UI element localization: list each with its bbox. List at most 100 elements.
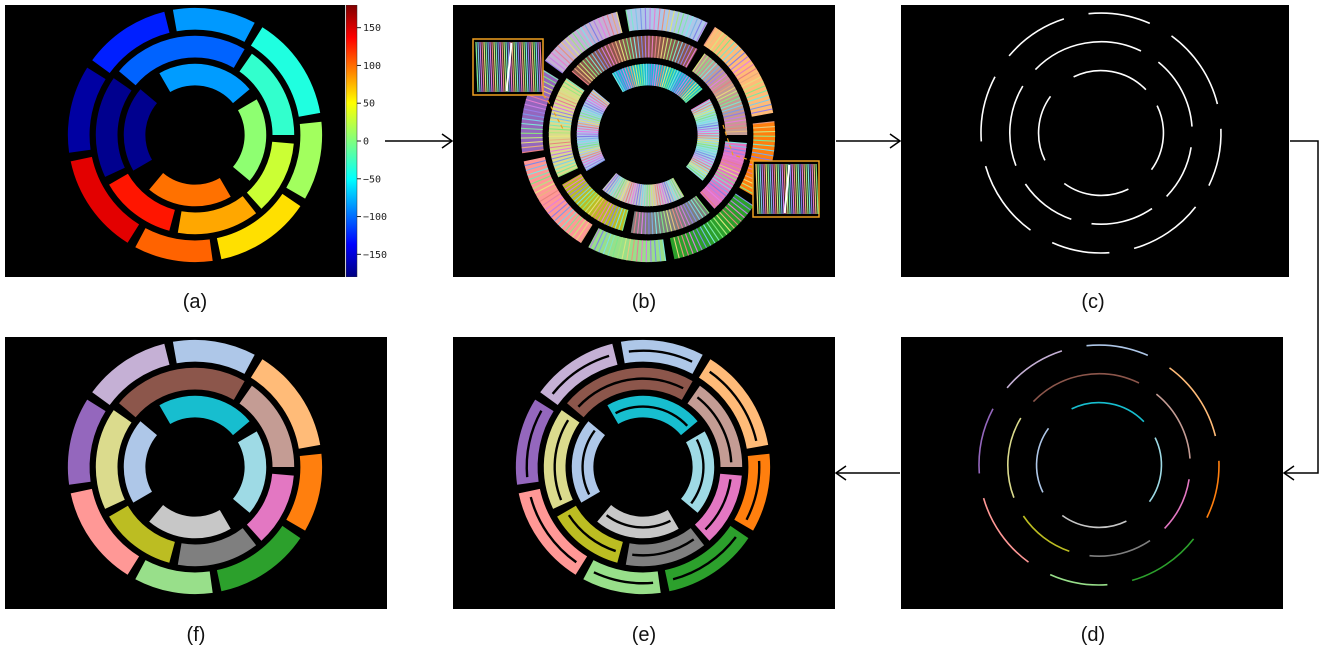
vector-stripe: [752, 121, 775, 125]
ring-segment: [620, 339, 703, 374]
vector-stripe: [640, 184, 645, 207]
vector-stripe: [692, 53, 706, 72]
vector-stripe: [568, 217, 583, 235]
ring-segment: [583, 560, 661, 595]
vector-stripe: [710, 179, 729, 194]
vector-stripe: [691, 157, 712, 169]
vector-stripe: [578, 119, 600, 126]
vector-stripe: [634, 64, 640, 87]
vector-stripe: [696, 228, 707, 249]
vector-stripe: [607, 175, 621, 195]
vector-stripe: [626, 66, 635, 88]
vector-stripe: [577, 141, 599, 146]
vector-stripe: [607, 43, 618, 65]
vector-stripe: [694, 111, 716, 120]
vector-stripe: [571, 184, 589, 199]
vector-stripe: [706, 184, 725, 200]
colorbar: 150 100 50 0 −50 −100 −150: [345, 5, 405, 277]
ring-segment: [694, 473, 742, 541]
vector-stripe: [643, 184, 646, 207]
vector-stripe: [520, 137, 543, 139]
vector-stripe: [602, 233, 612, 255]
panel-d-labelled-edges: [901, 337, 1283, 609]
edge-curve: [1133, 206, 1197, 250]
vector-stripe: [654, 36, 658, 58]
ring-segment: [216, 193, 301, 260]
vector-stripe: [724, 206, 742, 222]
vector-stripe: [583, 104, 604, 115]
vector-stripe: [718, 93, 739, 104]
vector-stripe: [539, 189, 559, 203]
colorbar-tick-label: 150: [363, 23, 381, 34]
vector-stripe: [668, 209, 676, 231]
vector-stripe: [683, 85, 701, 102]
vector-stripe: [563, 81, 583, 95]
vector-stripe: [591, 90, 610, 105]
vector-stripe: [690, 158, 711, 171]
vector-stripe: [521, 122, 544, 126]
vector-stripe: [632, 65, 638, 87]
vector-stripe: [569, 181, 587, 196]
vector-stripe: [554, 161, 576, 171]
ring-segment: [625, 528, 705, 567]
vector-stripe: [564, 176, 584, 190]
ring-segment: [177, 528, 257, 567]
vector-stripe: [583, 155, 604, 167]
ring-segment: [177, 196, 257, 235]
vector-stripe: [552, 156, 574, 164]
vector-stripe: [725, 126, 747, 130]
vector-stripe: [714, 83, 734, 96]
vector-stripe: [708, 182, 727, 197]
ring-segment: [233, 431, 267, 513]
vector-stripe: [680, 205, 691, 226]
vector-stripe: [557, 208, 574, 225]
vector-stripe: [564, 214, 580, 232]
vector-stripe: [588, 55, 603, 74]
vector-stripe: [696, 57, 712, 76]
vector-stripe: [725, 48, 742, 65]
vector-stripe: [724, 123, 747, 127]
vector-stripe: [688, 231, 699, 253]
vector-stripe: [673, 11, 680, 33]
ring-segment: [607, 395, 698, 436]
vector-stripe: [668, 70, 679, 91]
vector-stripe: [753, 126, 775, 129]
vector-stripe: [572, 32, 586, 51]
vector-stripe: [687, 200, 701, 220]
vector-stripe: [677, 12, 685, 35]
vector-stripe: [604, 204, 615, 225]
vector-stripe: [701, 63, 718, 80]
colorbar-tick-label: −150: [363, 250, 387, 261]
vector-stripe: [665, 9, 671, 32]
vector-stripe: [749, 98, 771, 107]
vector-stripe: [650, 184, 654, 207]
vector-stripe: [651, 35, 654, 58]
vector-stripe: [751, 151, 774, 157]
vector-stripe: [663, 181, 672, 203]
ring-segment: [70, 156, 140, 243]
vector-stripe: [704, 186, 722, 203]
vector-stripe: [705, 68, 723, 84]
vector-stripe: [651, 63, 656, 86]
edge-curve: [1164, 479, 1190, 529]
vector-stripe: [661, 8, 666, 31]
vector-stripe: [677, 43, 687, 64]
vector-stripe: [635, 8, 639, 31]
edge-curve: [1169, 367, 1217, 437]
edge-curve: [1171, 35, 1219, 105]
vector-stripe: [601, 16, 611, 37]
vector-stripe: [697, 132, 720, 135]
edge-curve: [1006, 350, 1063, 389]
vector-stripe: [551, 109, 574, 117]
ring-segment: [239, 53, 295, 136]
vector-stripe: [696, 144, 718, 151]
vector-stripe: [581, 109, 602, 119]
vector-stripe: [670, 178, 682, 199]
vector-stripe: [549, 141, 571, 145]
vector-stripe: [550, 202, 569, 218]
ring-segment: [149, 505, 231, 539]
vector-stripe: [663, 37, 669, 60]
colorbar-gradient: [345, 5, 358, 277]
ring-segment: [681, 431, 715, 513]
vector-stripe: [585, 99, 606, 112]
